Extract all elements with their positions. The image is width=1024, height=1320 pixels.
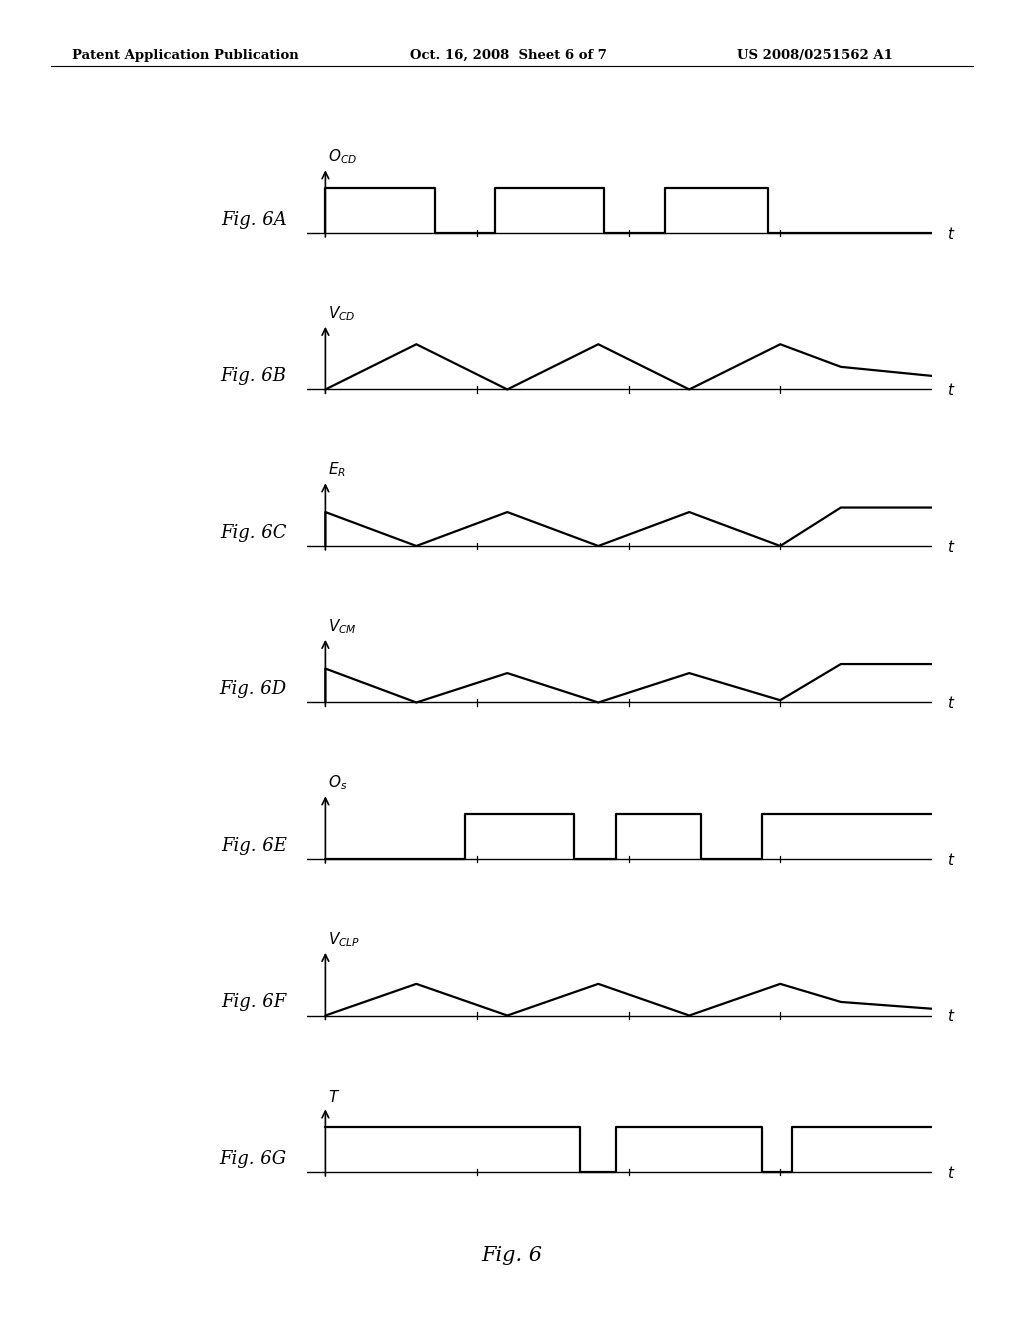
Text: Oct. 16, 2008  Sheet 6 of 7: Oct. 16, 2008 Sheet 6 of 7 bbox=[410, 49, 606, 62]
Text: $t$: $t$ bbox=[947, 226, 955, 242]
Text: Fig. 6E: Fig. 6E bbox=[221, 837, 287, 855]
Text: $V_{CLP}$: $V_{CLP}$ bbox=[329, 929, 360, 949]
Text: $O_s$: $O_s$ bbox=[329, 774, 348, 792]
Text: $t$: $t$ bbox=[947, 1008, 955, 1024]
Text: $t$: $t$ bbox=[947, 1166, 955, 1181]
Text: $t$: $t$ bbox=[947, 696, 955, 711]
Text: Fig. 6D: Fig. 6D bbox=[219, 680, 287, 698]
Text: Fig. 6: Fig. 6 bbox=[481, 1246, 543, 1265]
Text: $V_{CD}$: $V_{CD}$ bbox=[329, 304, 356, 322]
Text: $T$: $T$ bbox=[329, 1089, 341, 1105]
Text: $t$: $t$ bbox=[947, 851, 955, 869]
Text: US 2008/0251562 A1: US 2008/0251562 A1 bbox=[737, 49, 893, 62]
Text: Fig. 6B: Fig. 6B bbox=[221, 367, 287, 385]
Text: Fig. 6A: Fig. 6A bbox=[221, 211, 287, 228]
Text: $V_{CM}$: $V_{CM}$ bbox=[329, 616, 357, 635]
Text: Fig. 6C: Fig. 6C bbox=[220, 524, 287, 541]
Text: Fig. 6G: Fig. 6G bbox=[219, 1150, 287, 1168]
Text: $t$: $t$ bbox=[947, 539, 955, 554]
Text: $E_R$: $E_R$ bbox=[329, 461, 346, 479]
Text: $t$: $t$ bbox=[947, 383, 955, 399]
Text: $O_{CD}$: $O_{CD}$ bbox=[329, 148, 357, 166]
Text: Patent Application Publication: Patent Application Publication bbox=[72, 49, 298, 62]
Text: Fig. 6F: Fig. 6F bbox=[221, 994, 287, 1011]
